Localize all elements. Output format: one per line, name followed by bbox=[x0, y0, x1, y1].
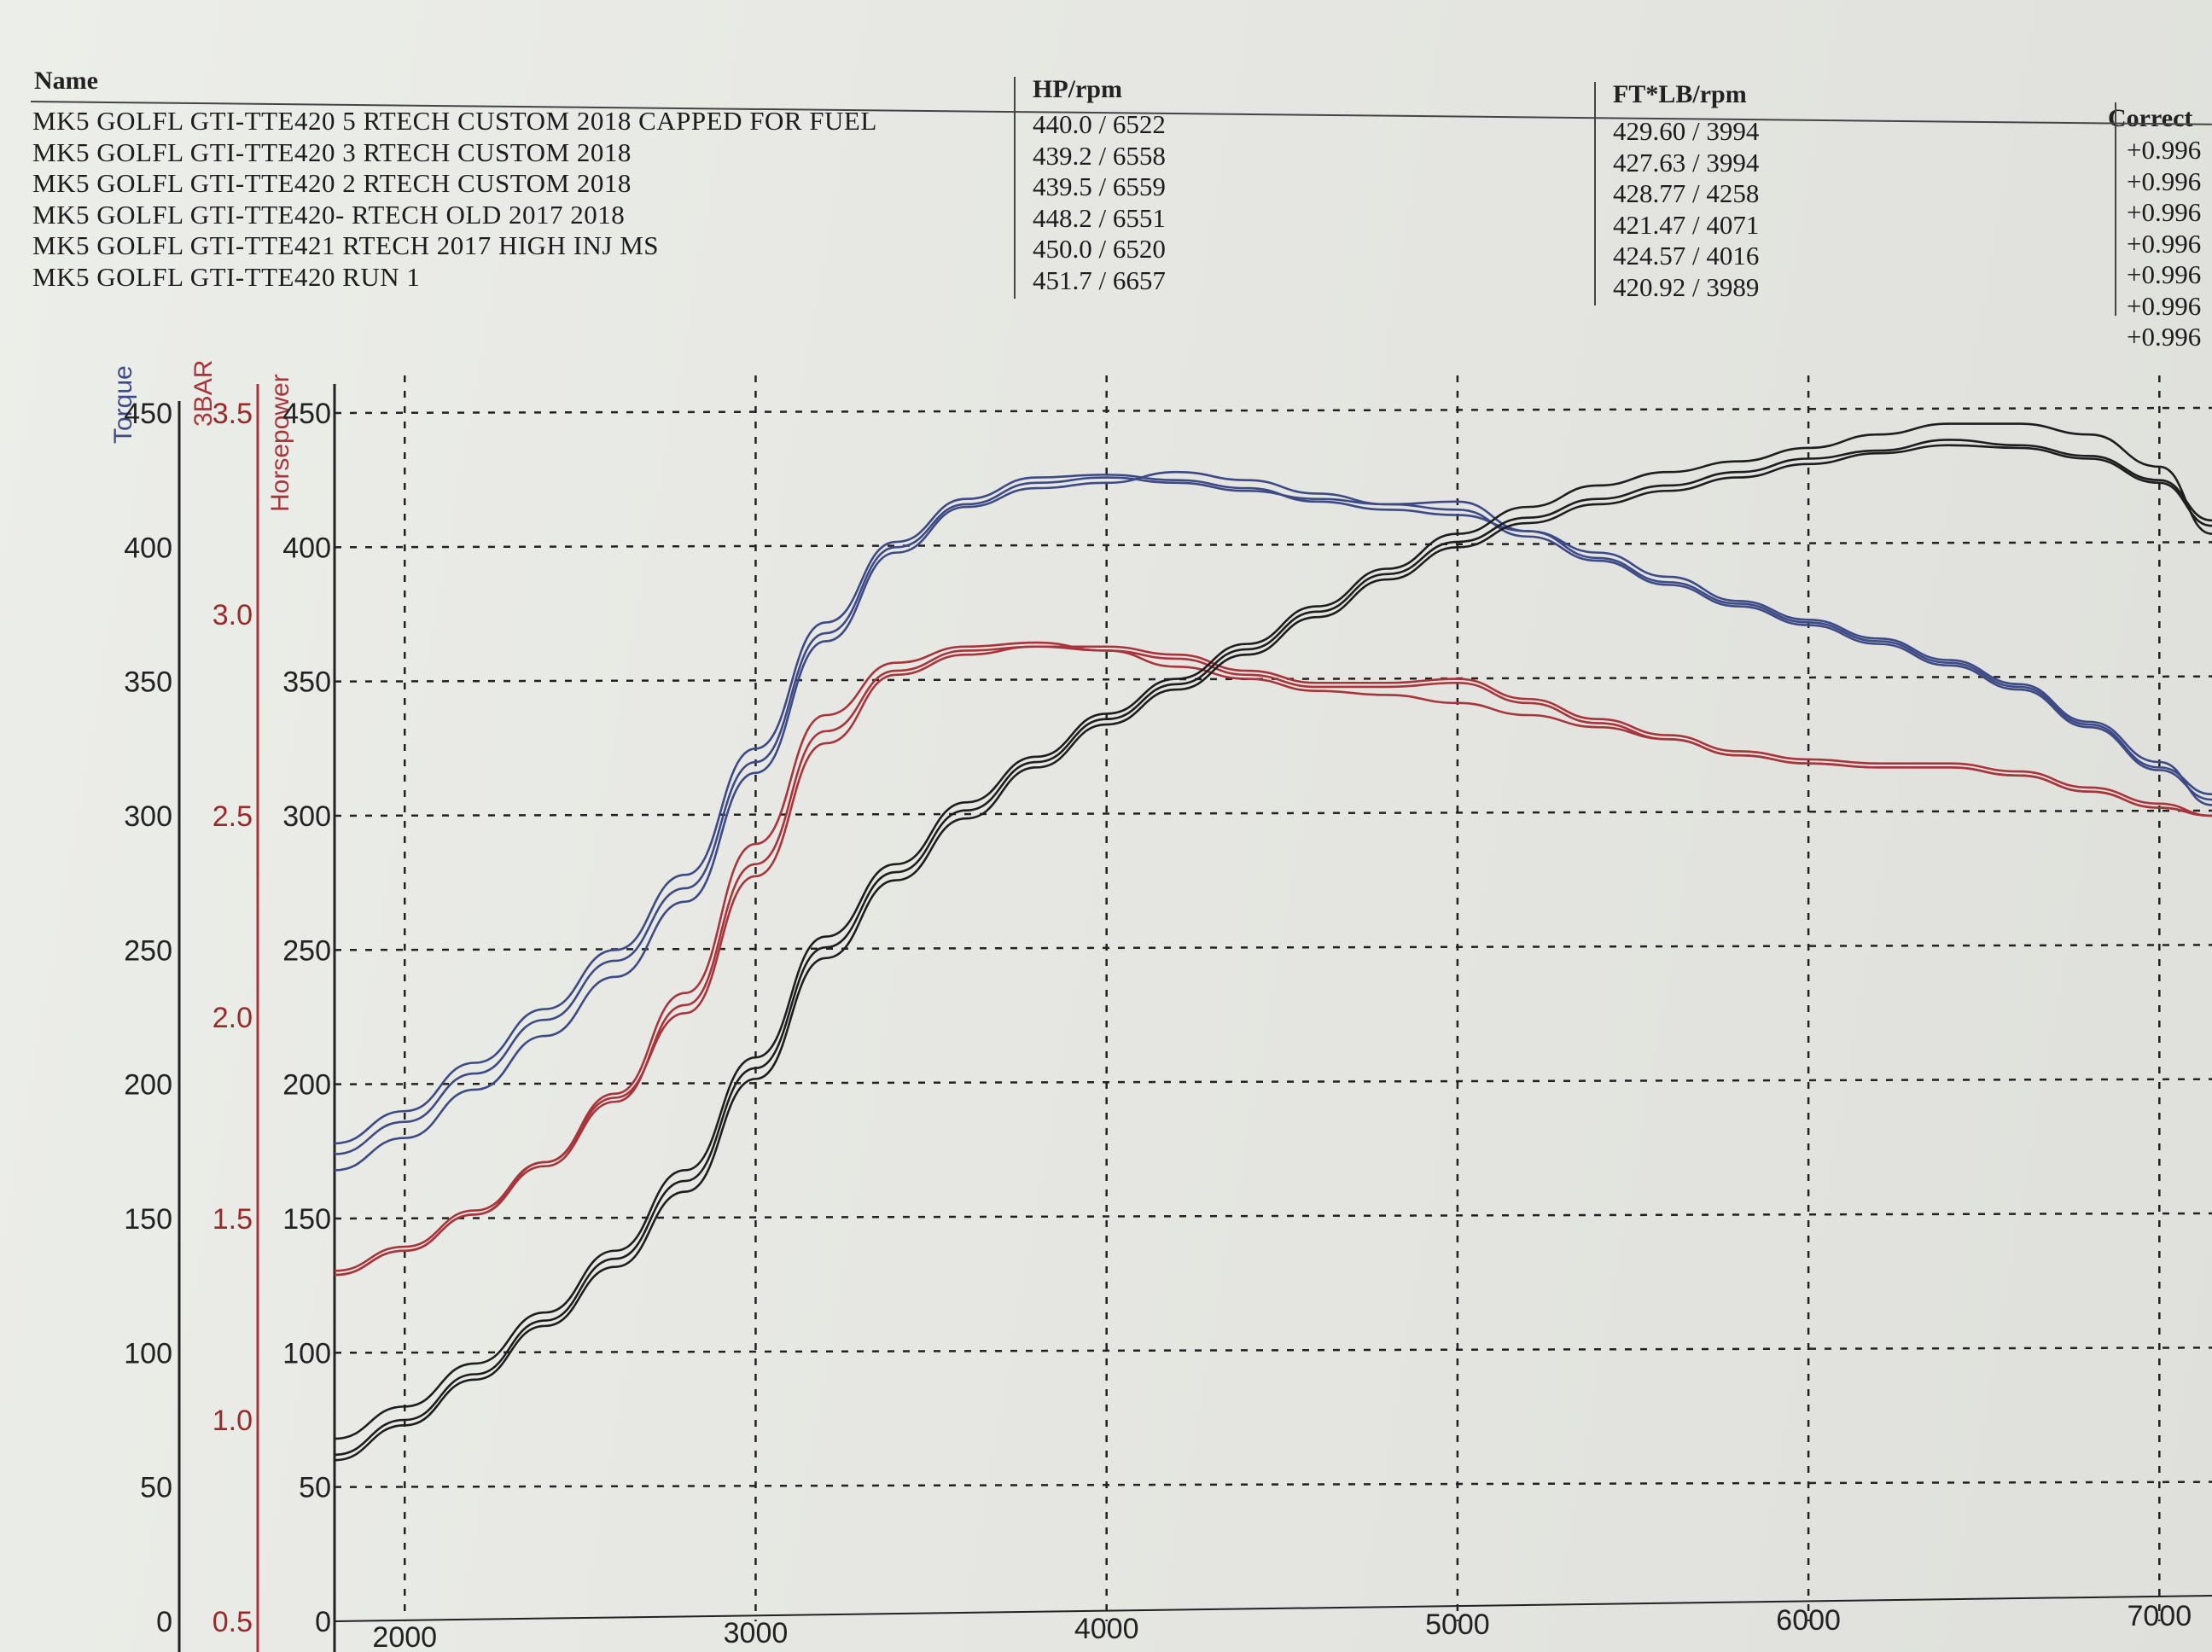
hp-tick-label: 150 bbox=[282, 1203, 331, 1236]
run-hp-rpm: 440.0 / 6522 bbox=[1033, 109, 1166, 139]
hp-tick-label: 350 bbox=[282, 666, 331, 699]
boost-series-line bbox=[334, 645, 2212, 1277]
run-name: MK5 GOLFL GTI-TTE420 RUN 1 bbox=[32, 261, 421, 292]
boost-tick-label: 0.5 bbox=[212, 1606, 253, 1638]
hp-series-line bbox=[334, 422, 2212, 1440]
torque-tick-label: 150 bbox=[124, 1203, 172, 1236]
run-hp-rpm: 439.2 / 6558 bbox=[1033, 140, 1166, 171]
hp-tick-label: 200 bbox=[282, 1069, 331, 1102]
run-name: MK5 GOLFL GTI-TTE420 2 RTECH CUSTOM 2018 bbox=[32, 168, 632, 198]
run-torque-rpm: 429.60 / 3994 bbox=[1613, 116, 1760, 146]
torque-series-line bbox=[334, 470, 2212, 1172]
grid-line-horizontal bbox=[334, 1212, 2212, 1220]
boost-tick-label: 1.0 bbox=[212, 1405, 253, 1437]
header-divider-3 bbox=[2115, 102, 2116, 316]
boost-tick-label: 2.5 bbox=[212, 800, 253, 833]
run-hp-rpm: 450.0 / 6520 bbox=[1033, 234, 1166, 264]
run-correction: +0.996 bbox=[2127, 228, 2202, 259]
hp-tick-label: 100 bbox=[282, 1337, 331, 1370]
x-axis-line bbox=[334, 1595, 2212, 1622]
grid-line-horizontal bbox=[334, 1347, 2212, 1354]
x-tick-label: 5000 bbox=[1425, 1608, 1490, 1641]
run-name: MK5 GOLFL GTI-TTE420 5 RTECH CUSTOM 2018… bbox=[32, 106, 877, 136]
run-name: MK5 GOLFL GTI-TTE420- RTECH OLD 2017 201… bbox=[32, 199, 626, 230]
hp-tick-label: 400 bbox=[282, 532, 331, 564]
torque-tick-label: 50 bbox=[140, 1472, 172, 1504]
hp-tick-label: 0 bbox=[315, 1606, 331, 1638]
run-correction: +0.996 bbox=[2127, 197, 2202, 227]
header-divider-2 bbox=[1594, 82, 1596, 305]
run-torque-rpm: 424.57 / 4016 bbox=[1613, 241, 1760, 270]
boost-tick-label: 2.0 bbox=[212, 1002, 253, 1034]
hp-tick-label: 300 bbox=[282, 800, 331, 833]
header-correction-label: Correct bbox=[2108, 104, 2193, 132]
run-name: MK5 GOLFL GTI-TTE420 3 RTECH CUSTOM 2018 bbox=[32, 137, 632, 167]
grid-line-horizontal bbox=[334, 406, 2212, 415]
grid-line-horizontal bbox=[334, 1480, 2212, 1488]
run-hp-rpm: 439.5 / 6559 bbox=[1033, 172, 1166, 201]
grid-line-horizontal bbox=[334, 809, 2212, 817]
run-torque-rpm: 421.47 / 4071 bbox=[1613, 209, 1760, 240]
run-correction: +0.996 bbox=[2127, 259, 2202, 289]
x-tick-label: 6000 bbox=[1776, 1604, 1841, 1637]
header-hp-label: HP/rpm bbox=[1033, 75, 1122, 103]
run-correction: +0.996 bbox=[2127, 290, 2202, 321]
torque-tick-label: 0 bbox=[156, 1606, 172, 1638]
torque-tick-label: 200 bbox=[124, 1069, 172, 1102]
x-tick-label: 4000 bbox=[1074, 1613, 1139, 1645]
run-torque-rpm: 427.63 / 3994 bbox=[1613, 147, 1760, 177]
run-correction: +0.996 bbox=[2127, 322, 2202, 352]
hp-tick-label: 450 bbox=[282, 398, 331, 430]
hp-series-line bbox=[334, 439, 2212, 1457]
header-divider-1 bbox=[1014, 77, 1016, 299]
torque-series-line bbox=[334, 476, 2212, 1155]
grid-line-horizontal bbox=[334, 944, 2212, 951]
x-tick-label: 7000 bbox=[2127, 1600, 2192, 1632]
boost-series-line bbox=[334, 641, 2212, 1277]
run-name: MK5 GOLFL GTI-TTE421 RTECH 2017 HIGH INJ… bbox=[32, 230, 660, 260]
run-torque-rpm: 428.77 / 4258 bbox=[1613, 178, 1760, 208]
torque-series-line bbox=[334, 474, 2212, 1145]
boost-series-line bbox=[334, 645, 2212, 1272]
boost-tick-label: 3.5 bbox=[212, 398, 253, 430]
torque-tick-label: 100 bbox=[124, 1337, 172, 1370]
boost-tick-label: 1.5 bbox=[212, 1203, 253, 1236]
torque-tick-label: 350 bbox=[124, 666, 172, 699]
header-torque-label: FT*LB/rpm bbox=[1613, 80, 1747, 108]
grid-line-horizontal bbox=[334, 541, 2212, 549]
run-correction: +0.996 bbox=[2127, 135, 2202, 165]
torque-tick-label: 300 bbox=[124, 800, 172, 833]
torque-tick-label: 400 bbox=[124, 532, 172, 564]
x-tick-label: 3000 bbox=[724, 1617, 789, 1649]
header-name-label: Name bbox=[34, 67, 98, 95]
hp-tick-label: 250 bbox=[282, 934, 331, 967]
run-torque-rpm: 420.92 / 3989 bbox=[1613, 271, 1760, 302]
grid-line-horizontal bbox=[334, 1078, 2212, 1085]
x-tick-label: 2000 bbox=[372, 1621, 437, 1652]
hp-series-line bbox=[334, 444, 2212, 1462]
torque-tick-label: 250 bbox=[124, 934, 172, 967]
run-hp-rpm: 448.2 / 6551 bbox=[1033, 202, 1166, 233]
run-correction: +0.996 bbox=[2127, 166, 2202, 196]
hp-tick-label: 50 bbox=[299, 1472, 331, 1504]
torque-tick-label: 450 bbox=[124, 398, 172, 430]
boost-tick-label: 3.0 bbox=[212, 599, 253, 631]
run-hp-rpm: 451.7 / 6657 bbox=[1033, 265, 1166, 295]
